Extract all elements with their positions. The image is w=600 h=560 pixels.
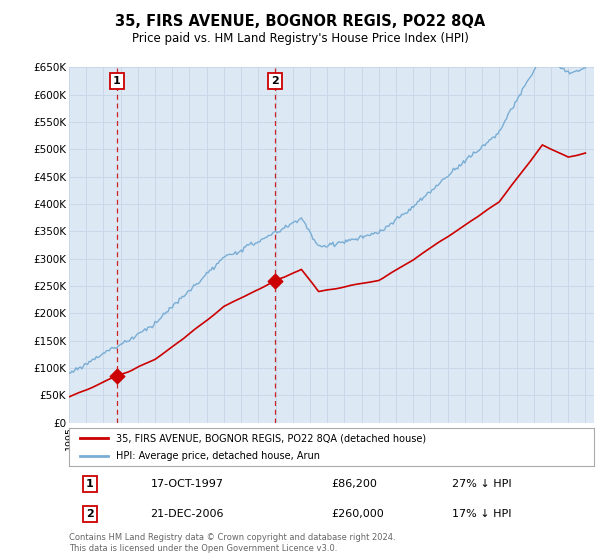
Text: Contains HM Land Registry data © Crown copyright and database right 2024.
This d: Contains HM Land Registry data © Crown c… — [69, 533, 395, 553]
Text: 17-OCT-1997: 17-OCT-1997 — [151, 479, 223, 489]
Text: 35, FIRS AVENUE, BOGNOR REGIS, PO22 8QA: 35, FIRS AVENUE, BOGNOR REGIS, PO22 8QA — [115, 14, 485, 29]
Text: 1: 1 — [113, 76, 121, 86]
Text: 35, FIRS AVENUE, BOGNOR REGIS, PO22 8QA (detached house): 35, FIRS AVENUE, BOGNOR REGIS, PO22 8QA … — [116, 433, 427, 443]
Point — [270, 276, 280, 285]
Text: £86,200: £86,200 — [331, 479, 377, 489]
Text: Price paid vs. HM Land Registry's House Price Index (HPI): Price paid vs. HM Land Registry's House … — [131, 32, 469, 45]
Text: 2: 2 — [86, 509, 94, 519]
Text: 17% ↓ HPI: 17% ↓ HPI — [452, 509, 512, 519]
Text: £260,000: £260,000 — [331, 509, 384, 519]
Point — [112, 371, 122, 380]
Text: 2: 2 — [271, 76, 279, 86]
Text: 21-DEC-2006: 21-DEC-2006 — [151, 509, 224, 519]
Text: 27% ↓ HPI: 27% ↓ HPI — [452, 479, 512, 489]
Text: 1: 1 — [86, 479, 94, 489]
Text: HPI: Average price, detached house, Arun: HPI: Average price, detached house, Arun — [116, 451, 320, 461]
